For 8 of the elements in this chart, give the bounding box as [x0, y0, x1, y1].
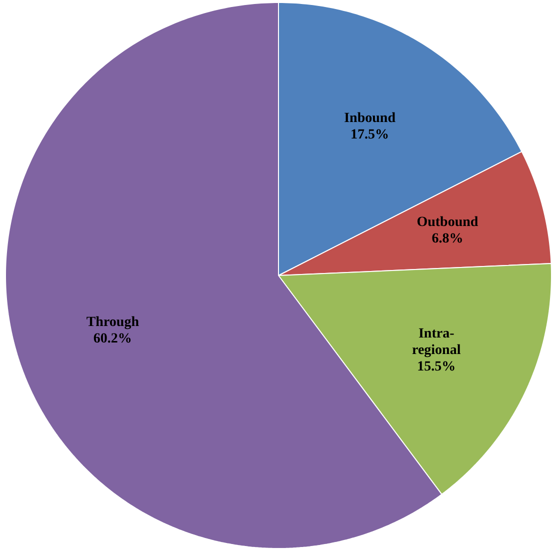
data-label: 6.8% [432, 232, 464, 247]
slice-label: Outbound [416, 215, 478, 230]
slice-label: Inbound [344, 110, 396, 126]
data-label: 60.2% [93, 331, 132, 346]
data-label: 15.5% [417, 359, 456, 374]
slice-label: Through [86, 314, 140, 330]
data-label: 17.5% [350, 127, 390, 142]
slice-label: Intra-regional [412, 326, 461, 358]
